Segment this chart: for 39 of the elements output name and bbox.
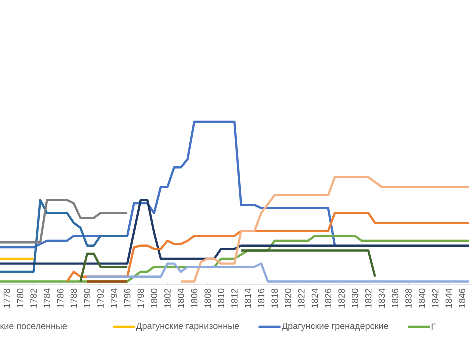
x-tick-label: 1834 xyxy=(378,288,386,308)
x-tick-label: 1814 xyxy=(244,288,252,308)
x-tick-label: 1802 xyxy=(164,288,171,308)
x-tick-label: 1786 xyxy=(57,288,64,308)
text: кие поселенные xyxy=(0,324,68,330)
x-tick-label: 1792 xyxy=(98,288,104,308)
legend-label: Драгунские гренадерские xyxy=(282,322,388,332)
x-tick-label: 1844 xyxy=(446,288,452,308)
x-tick-label: 1796 xyxy=(124,288,131,308)
x-tick-label: 1842 xyxy=(432,288,439,308)
x-tick-label: 1804 xyxy=(178,288,184,308)
x-tick-label: 1810 xyxy=(218,288,224,308)
x-tick-label: 1794 xyxy=(110,288,118,308)
x-tick-label: 1822 xyxy=(298,288,305,308)
x-tick-label: 1826 xyxy=(325,288,332,308)
x-tick-label: 1824 xyxy=(312,288,318,308)
x-tick-label: 1816 xyxy=(258,288,265,308)
x-tick-label: 1830 xyxy=(352,288,358,308)
x-tick-label: 1840 xyxy=(418,288,426,308)
x-tick-label: 1800 xyxy=(151,288,158,308)
legend-label: Драгунские гарнизонные xyxy=(136,322,240,332)
x-tick-label: 1798 xyxy=(138,288,144,308)
x-tick-label: 1778 xyxy=(4,288,10,308)
x-tick-label: 1782 xyxy=(30,288,37,308)
x-tick-label: 1788 xyxy=(70,288,78,308)
x-tick-label: 1806 xyxy=(191,288,198,308)
x-tick-label: 1818 xyxy=(272,288,278,308)
x-tick-label: 1812 xyxy=(231,288,238,308)
x-tick-label: 1836 xyxy=(392,288,399,308)
x-tick-label: 1828 xyxy=(338,288,345,308)
x-tick-label: 1808 xyxy=(204,288,212,308)
x-tick-label: 1780 xyxy=(17,288,24,308)
x-tick-label: 1784 xyxy=(44,288,50,308)
x-tick-label: 1846 xyxy=(459,288,466,308)
x-tick-label: 1790 xyxy=(84,288,91,308)
x-tick-label: 1832 xyxy=(365,288,372,308)
x-tick-label: 1838 xyxy=(406,288,412,308)
x-tick-label: 1820 xyxy=(285,288,292,308)
legend-label: Г xyxy=(432,324,436,330)
